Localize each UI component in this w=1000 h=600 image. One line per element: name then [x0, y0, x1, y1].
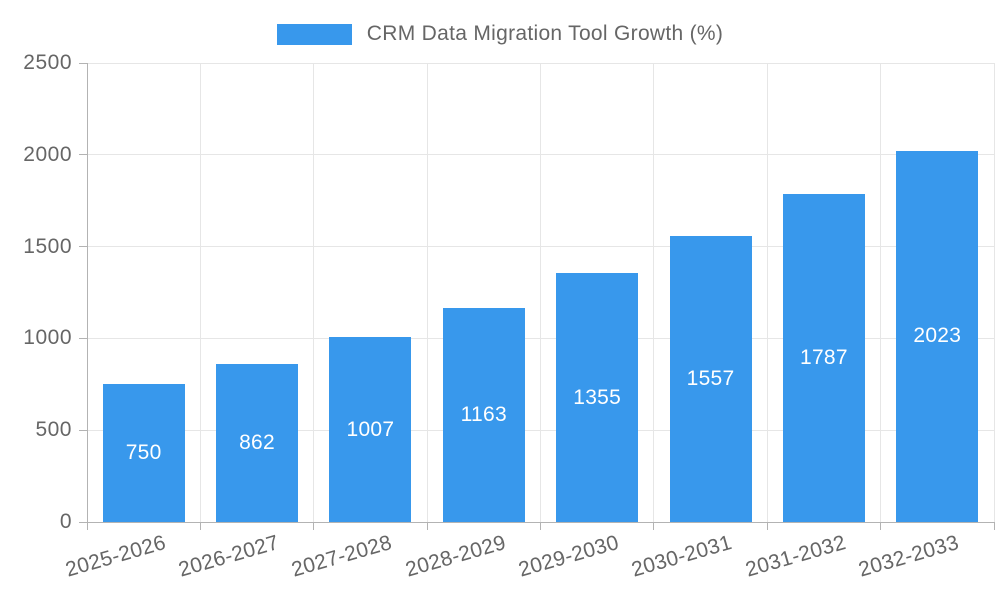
bar-value-label: 1355 [573, 385, 622, 409]
bar-value-label: 1787 [799, 345, 848, 369]
y-tick-label: 1500 [23, 234, 72, 258]
y-tick-label: 2000 [23, 142, 72, 166]
y-tick-label: 2500 [23, 51, 72, 74]
y-axis-tick [79, 429, 87, 431]
bar[interactable]: 750 [102, 384, 185, 522]
bar[interactable]: 1787 [782, 193, 865, 522]
x-axis-tick [766, 522, 768, 530]
bar[interactable]: 1007 [329, 337, 412, 522]
x-tick-label: 2028-2029 [402, 531, 509, 582]
bar-value-label: 1557 [686, 367, 735, 391]
x-gridline [313, 63, 315, 522]
bar[interactable]: 1557 [669, 236, 752, 522]
y-tick-label: 500 [35, 418, 72, 442]
x-tick-label: 2030-2031 [629, 531, 735, 582]
x-gridline [880, 63, 882, 522]
x-tick-label: 2029-2030 [516, 531, 622, 582]
x-axis-tick [880, 522, 882, 530]
x-gridline [653, 63, 655, 522]
bar-value-label: 750 [125, 441, 162, 465]
y-axis-line [86, 63, 88, 530]
y-axis-tick [79, 154, 87, 156]
x-tick-label: 2026-2027 [175, 531, 282, 582]
legend-item[interactable]: CRM Data Migration Tool Growth (%) [276, 22, 724, 46]
x-axis-tick [313, 522, 315, 530]
y-axis-tick [79, 62, 87, 64]
legend-label: CRM Data Migration Tool Growth (%) [366, 22, 724, 45]
bar-value-label: 1163 [460, 403, 507, 427]
bar[interactable]: 862 [216, 363, 299, 522]
x-gridline [766, 63, 768, 522]
bar-value-label: 1007 [346, 417, 395, 441]
y-tick-label: 1000 [23, 326, 72, 350]
y-tick-label: 0 [59, 510, 72, 533]
x-gridline [426, 63, 428, 522]
legend-swatch-icon [276, 23, 352, 45]
bar-value-label: 862 [239, 430, 276, 454]
x-tick-label: 2031-2032 [742, 531, 849, 582]
bar[interactable]: 2023 [896, 150, 979, 522]
x-tick-label: 2027-2028 [289, 531, 395, 582]
x-tick-label: 2025-2026 [62, 531, 169, 582]
x-gridline [993, 63, 995, 522]
x-gridline [199, 63, 201, 522]
y-axis-tick [79, 337, 87, 339]
x-axis-tick [993, 522, 995, 530]
chart-legend: CRM Data Migration Tool Growth (%) [0, 22, 1000, 46]
x-axis-tick [540, 522, 541, 530]
y-axis-tick [79, 521, 87, 523]
x-tick-label: 2032-2033 [856, 531, 962, 582]
bar[interactable]: 1355 [556, 273, 639, 522]
y-axis-tick [79, 246, 87, 248]
x-axis-tick [199, 522, 201, 530]
x-axis-tick [426, 522, 428, 530]
bar[interactable]: 1163 [442, 308, 525, 522]
x-axis-tick [653, 522, 655, 530]
x-gridline [540, 63, 541, 522]
bar-value-label: 2023 [913, 324, 962, 348]
x-axis-line [79, 521, 994, 523]
